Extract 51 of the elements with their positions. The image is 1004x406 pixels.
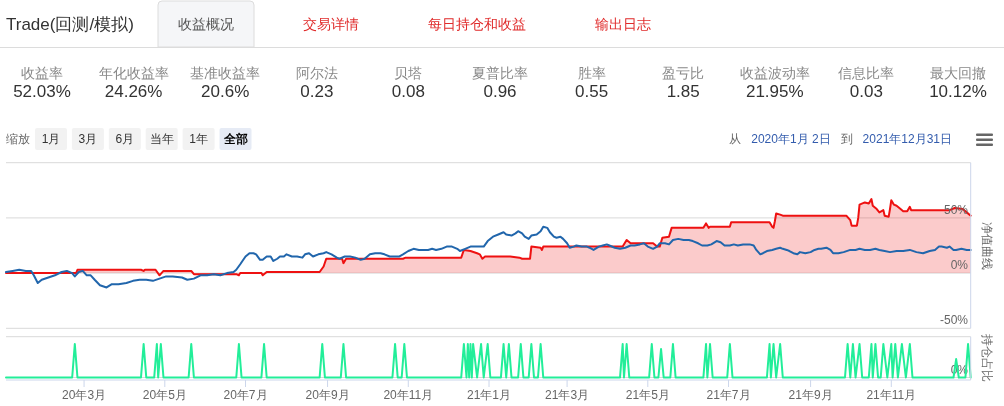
text: 输出日志 (595, 16, 651, 32)
category-label: 夏普比率 (472, 65, 528, 81)
category-label: 年化收益率 (98, 65, 169, 81)
x-tick-label: 21年9月 (788, 388, 833, 402)
y-axis-title: 持仓占比 (980, 334, 994, 383)
category-label: 信息比率 (838, 65, 895, 81)
text: 6月 (115, 132, 135, 146)
text: 交易详情 (303, 16, 359, 32)
text: 缩放 (6, 132, 30, 146)
text: 0.03 (849, 82, 883, 101)
text: 2020年1月 2日 (751, 132, 831, 146)
text: 1年 (189, 132, 208, 146)
x-tick-label: 21年7月 (706, 388, 751, 402)
text: 24.26% (104, 82, 163, 101)
text: 52.03% (13, 82, 71, 101)
y-tick-label: -50% (939, 313, 969, 328)
x-tick-label: 21年3月 (545, 388, 590, 402)
y-axis-title: 净值曲线 (980, 221, 994, 270)
y-tick-label: 0% (950, 258, 969, 273)
text: 0.55 (575, 82, 609, 101)
text: 1月 (41, 132, 61, 146)
text: 20.6% (201, 82, 250, 101)
text: 从 (729, 132, 742, 146)
text: 0.96 (483, 82, 517, 101)
x-tick-label: 20年7月 (223, 388, 268, 402)
text: 1.85 (666, 82, 700, 101)
category-label: 最大回撤 (930, 65, 986, 81)
text: 到 (840, 132, 853, 146)
text: Trade(回测/模拟) (6, 15, 134, 34)
x-tick-label: 20年3月 (62, 388, 107, 402)
text: 2021年12月31日 (862, 132, 952, 146)
x-tick-label: 21年5月 (625, 388, 670, 402)
category-label: 收益率 (21, 65, 63, 81)
text: 10.12% (929, 82, 987, 101)
x-tick-label: 20年9月 (305, 388, 350, 402)
category-label: 阿尔法 (295, 65, 338, 81)
text: 0.23 (300, 82, 334, 101)
category-label: 基准收益率 (190, 65, 261, 81)
text: 每日持仓和收益 (428, 16, 526, 32)
category-label: 收益波动率 (739, 65, 810, 81)
category-label: 盈亏比 (662, 65, 705, 81)
x-tick-label: 20年5月 (142, 388, 187, 402)
x-tick-label: 21年11月 (866, 388, 917, 402)
x-tick-label: 21年1月 (467, 388, 512, 402)
category-label: 贝塔 (394, 65, 423, 81)
x-tick-label: 20年11月 (383, 388, 434, 402)
text: 收益概况 (178, 16, 234, 32)
text: 3月 (78, 132, 98, 146)
text: 0.08 (391, 82, 425, 101)
text: 21.95% (745, 82, 804, 101)
category-label: 胜率 (577, 65, 606, 81)
